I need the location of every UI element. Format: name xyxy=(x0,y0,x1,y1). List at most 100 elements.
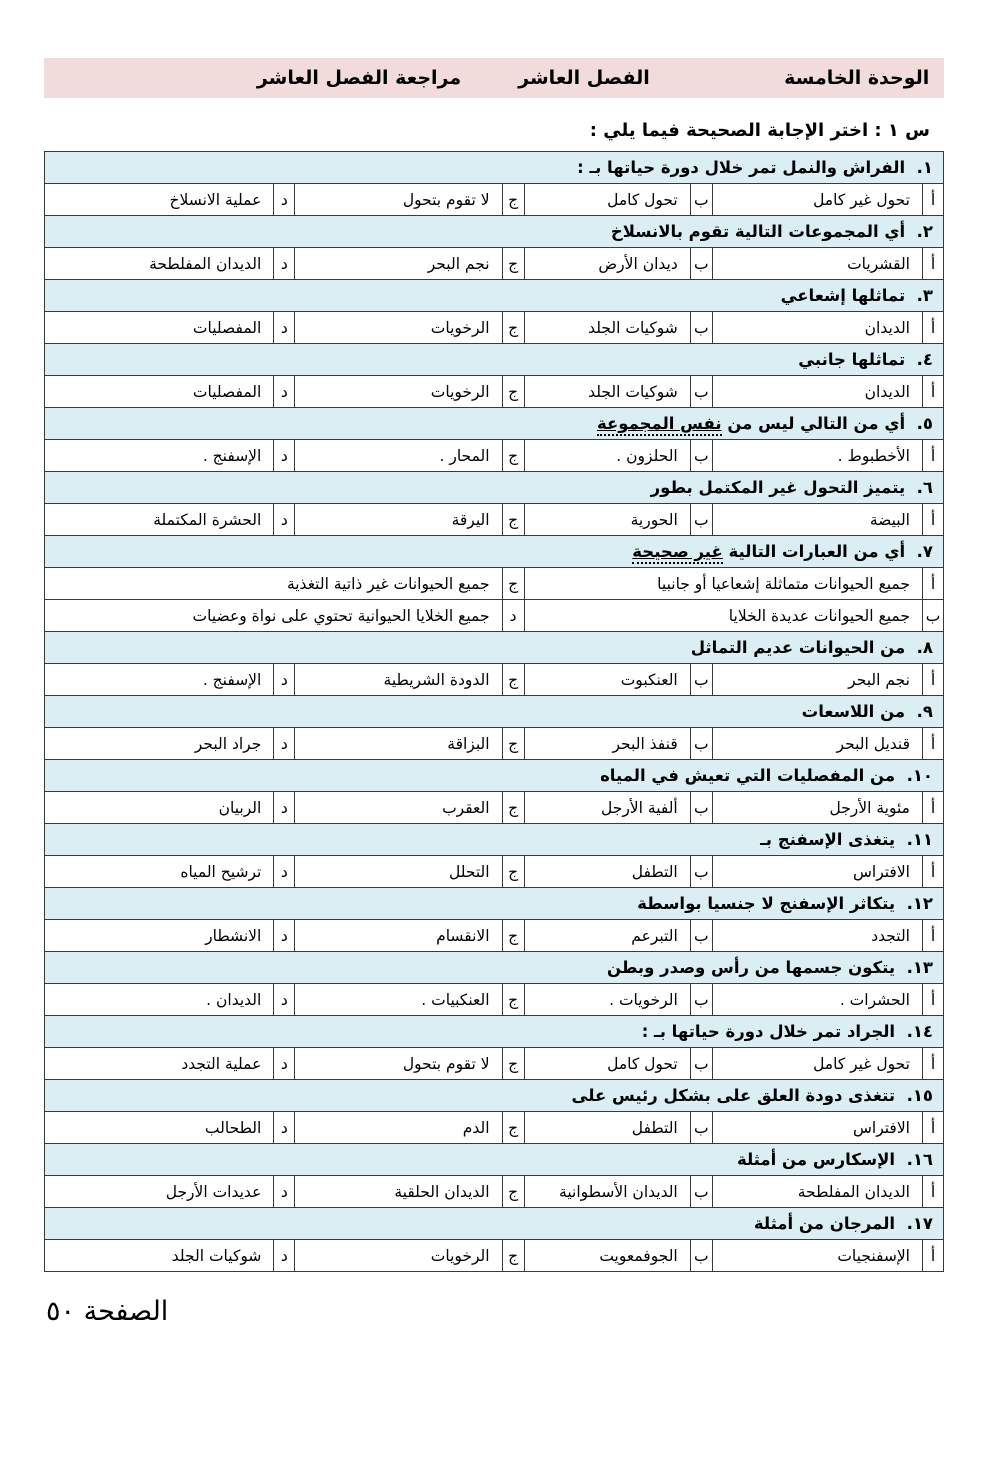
option-letter: د xyxy=(273,247,296,280)
option-text: الرخويات xyxy=(294,1239,503,1272)
options-row: أ الديدان ب شوكيات الجلد ج الرخويات د المفصليات xyxy=(43,375,945,408)
options-row: ب جميع الحيوانات عديدة الخلايا د جميع الخلا… xyxy=(44,599,945,632)
option-text: الإسفنجيات xyxy=(711,1239,923,1272)
option-text: عملية الانسلاخ xyxy=(43,183,275,216)
question-number: ١٥. xyxy=(895,1086,933,1105)
option-letter: د xyxy=(273,919,296,952)
option-text: الجوفمعويت xyxy=(523,1239,691,1272)
option-letter: ب xyxy=(689,247,713,280)
options-row: أ البيضة ب الحورية ج اليرقة د الحشرة المكتملة xyxy=(43,503,945,536)
option-letter: ب xyxy=(689,183,713,216)
option-letter: أ xyxy=(921,439,945,472)
option-text: نجم البحر xyxy=(711,663,923,696)
option-text: الرخويات xyxy=(294,375,503,408)
options-row: أ التجدد ب التبرعم ج الانقسام د الانشطار xyxy=(43,919,945,952)
option-letter: د xyxy=(501,599,525,632)
option-letter: ب xyxy=(689,311,713,344)
question-row: ١٠. من المفصليات التي تعيش في المياه xyxy=(44,759,944,792)
chapter-title: الفصل العاشر xyxy=(518,67,650,89)
question-number: ٩. xyxy=(905,702,933,721)
options-row: أ تحول غير كامل ب تحول كامل ج لا تقوم بتحول د ع… xyxy=(43,1047,945,1080)
option-text: الإسفنج . xyxy=(43,663,275,696)
question-row: ٨. من الحيوانات عديم التماثل xyxy=(44,631,944,664)
option-letter: ج xyxy=(501,567,525,600)
question-text: يتكون جسمها من رأس وصدر وبطن xyxy=(606,958,896,977)
question-text: تتغذى دودة العلق على بشكل رئيس على xyxy=(571,1086,896,1105)
question-row: ١. الفراش والنمل تمر خلال دورة حياتها بـ… xyxy=(44,151,944,184)
options-row: أ الديدان ب شوكيات الجلد ج الرخويات د المفصليات xyxy=(43,311,945,344)
option-text: شوكيات الجلد xyxy=(43,1239,275,1272)
option-letter: أ xyxy=(921,311,945,344)
option-text: الديدان الأسطوانية xyxy=(523,1175,691,1208)
question-text: أي من العبارات التالية xyxy=(722,542,906,561)
option-text: الرخويات . xyxy=(523,983,691,1016)
option-letter: ج xyxy=(501,1047,525,1080)
options-row: أ نجم البحر ب العنكبوت ج الدودة الشريطية د الإس… xyxy=(43,663,945,696)
option-text: الإسفنج . xyxy=(43,439,275,472)
option-text: الافتراس xyxy=(711,855,923,888)
option-letter: أ xyxy=(921,567,945,600)
question-row: ١١. يتغذى الإسفنج بـ xyxy=(44,823,944,856)
question-row: ٢. أي المجموعات التالية تقوم بالانسلاخ xyxy=(44,215,944,248)
option-text: الديدان المفلطحة xyxy=(43,247,275,280)
option-letter: أ xyxy=(921,183,945,216)
option-letter: ب xyxy=(689,919,713,952)
option-letter: أ xyxy=(921,1239,945,1272)
option-letter: ج xyxy=(501,791,525,824)
option-text: تحول غير كامل xyxy=(711,1047,923,1080)
option-letter: ب xyxy=(689,439,713,472)
option-text: نجم البحر xyxy=(294,247,503,280)
option-letter: ب xyxy=(689,1175,713,1208)
options-row: أ الإسفنجيات ب الجوفمعويت ج الرخويات د شوكيات ا… xyxy=(43,1239,945,1272)
question-text: أي من التالي ليس من xyxy=(721,414,906,433)
option-letter: ج xyxy=(501,727,525,760)
option-letter: د xyxy=(273,311,296,344)
option-letter: ج xyxy=(501,663,525,696)
option-text: البزاقة xyxy=(294,727,503,760)
option-letter: ب xyxy=(689,503,713,536)
page-number-label: الصفحة ٥٠ xyxy=(46,1296,169,1327)
option-text: الحشرة المكتملة xyxy=(43,503,275,536)
option-letter: د xyxy=(273,663,296,696)
option-text: لا تقوم بتحول xyxy=(294,1047,503,1080)
option-text: الحلزون . xyxy=(523,439,691,472)
question-number: ٣. xyxy=(905,286,933,305)
question-text: يتغذى الإسفنج بـ xyxy=(760,830,896,849)
option-text: مئوية الأرجل xyxy=(711,791,923,824)
options-row: أ الافتراس ب التطفل ج الدم د الطحالب xyxy=(43,1111,945,1144)
options-row: أ القشريات ب ديدان الأرض ج نجم البحر د الديدان … xyxy=(43,247,945,280)
option-text: التحلل xyxy=(294,855,503,888)
option-letter: ج xyxy=(501,503,525,536)
question-row: ٧. أي من العبارات التالية غير صحيحة xyxy=(44,535,944,568)
option-text: المفصليات xyxy=(43,311,275,344)
question-row: ١٦. الإسكارس من أمثلة xyxy=(44,1143,944,1176)
option-text: تحول كامل xyxy=(523,183,691,216)
question-number: ١٢. xyxy=(895,894,933,913)
question-row: ٤. تماثلها جانبي xyxy=(44,343,944,376)
question-instruction: س ١ : اختر الإجابة الصحيحة فيما يلي : xyxy=(589,120,930,141)
option-text: قنديل البحر xyxy=(711,727,923,760)
option-text: ديدان الأرض xyxy=(523,247,691,280)
option-letter: أ xyxy=(921,1111,945,1144)
option-text: الديدان الحلقية xyxy=(294,1175,503,1208)
header-banner: الوحدة الخامسة الفصل العاشر مراجعة الفصل… xyxy=(44,58,944,98)
option-text: اليرقة xyxy=(294,503,503,536)
option-text: الديدان . xyxy=(43,983,275,1016)
option-letter: أ xyxy=(921,983,945,1016)
question-number: ١٠. xyxy=(895,766,933,785)
question-number: ١٤. xyxy=(895,1022,933,1041)
question-text: الإسكارس من أمثلة xyxy=(736,1150,896,1169)
option-letter: ج xyxy=(501,1111,525,1144)
question-number: ٨. xyxy=(905,638,933,657)
option-letter: أ xyxy=(921,919,945,952)
question-number: ١٦. xyxy=(895,1150,933,1169)
option-text: المحار . xyxy=(294,439,503,472)
question-row: ٥. أي من التالي ليس من نفس المجموعة xyxy=(44,407,944,440)
option-letter: د xyxy=(273,375,296,408)
option-letter: ب xyxy=(689,983,713,1016)
option-letter: ج xyxy=(501,919,525,952)
option-text: تحول كامل xyxy=(523,1047,691,1080)
option-text: الديدان المفلطحة xyxy=(711,1175,923,1208)
option-text: الرخويات xyxy=(294,311,503,344)
option-letter: د xyxy=(273,439,296,472)
